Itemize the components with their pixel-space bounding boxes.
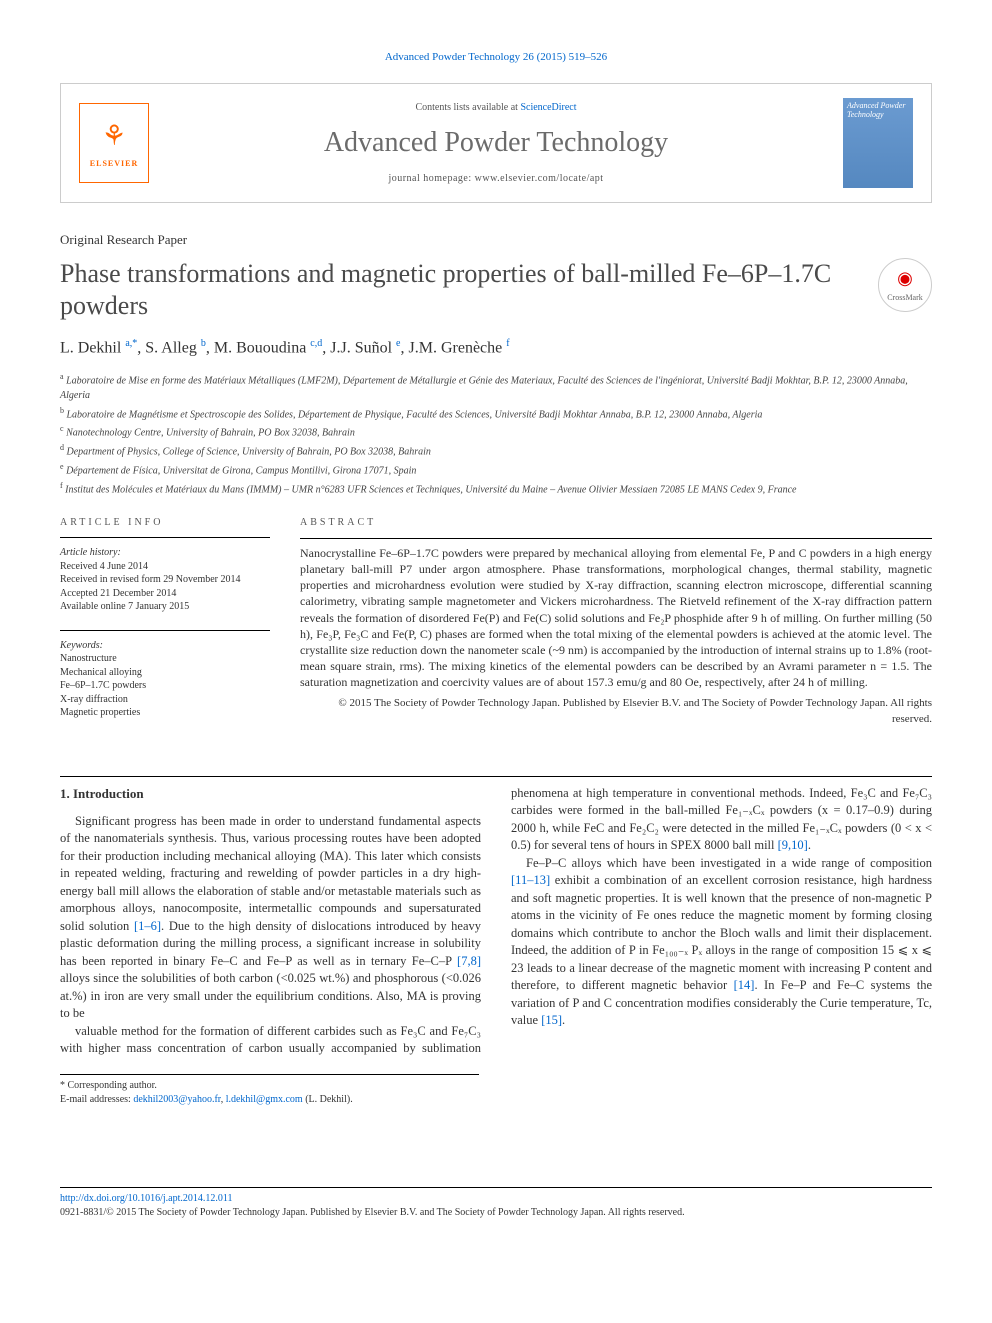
paper-title: Phase transformations and magnetic prope… (60, 258, 858, 323)
keyword-item: Nanostructure (60, 652, 270, 666)
author-email-1[interactable]: dekhil2003@yahoo.fr (133, 1094, 220, 1105)
corresponding-author-footnote: * Corresponding author. E-mail addresses… (60, 1074, 479, 1107)
issn-copyright-line: 0921-8831/© 2015 The Society of Powder T… (60, 1206, 932, 1220)
history-item: Available online 7 January 2015 (60, 600, 270, 614)
journal-homepage-line: journal homepage: www.elsevier.com/locat… (169, 172, 823, 186)
journal-name: Advanced Powder Technology (169, 123, 823, 162)
affiliation-line: e Département de Física, Universitat de … (60, 461, 932, 479)
contents-prefix: Contents lists available at (415, 102, 520, 113)
body-columns: 1. Introduction Significant progress has… (60, 785, 932, 1058)
citation-line: Advanced Powder Technology 26 (2015) 519… (60, 50, 932, 65)
citation-link[interactable]: [1–6] (134, 919, 161, 933)
article-history-block: Article history: Received 4 June 2014Rec… (60, 537, 270, 614)
keyword-item: Magnetic properties (60, 706, 270, 720)
affiliation-line: f Institut des Molécules et Matériaux du… (60, 480, 932, 498)
section-1-heading: 1. Introduction (60, 785, 481, 803)
intro-para-1: Significant progress has been made in or… (60, 813, 481, 1023)
abstract-text: Nanocrystalline Fe–6P–1.7C powders were … (300, 538, 932, 691)
contents-available-line: Contents lists available at ScienceDirec… (169, 101, 823, 115)
footer-block: http://dx.doi.org/10.1016/j.apt.2014.12.… (60, 1187, 932, 1220)
intro-para-3: Fe–P–C alloys which have been investigat… (511, 855, 932, 1030)
article-info-column: ARTICLE INFO Article history: Received 4… (60, 516, 270, 736)
info-abstract-row: ARTICLE INFO Article history: Received 4… (60, 516, 932, 736)
crossmark-icon: ◉ (897, 266, 913, 291)
keywords-block: Keywords: NanostructureMechanical alloyi… (60, 630, 270, 720)
corresponding-marker: * Corresponding author. (60, 1079, 479, 1093)
keywords-label: Keywords: (60, 639, 270, 653)
citation-link[interactable]: [15] (541, 1013, 562, 1027)
elsevier-tree-icon: ⚘ (101, 117, 126, 156)
history-label: Article history: (60, 546, 270, 560)
abstract-column: ABSTRACT Nanocrystalline Fe–6P–1.7C powd… (300, 516, 932, 736)
citation-link[interactable]: [7,8] (457, 954, 481, 968)
author-list: L. Dekhil a,*, S. Alleg b, M. Bououdina … (60, 337, 932, 360)
body-top-rule (60, 776, 932, 777)
abstract-copyright: © 2015 The Society of Powder Technology … (300, 696, 932, 727)
citation-link[interactable]: [9,10] (778, 838, 808, 852)
keyword-item: Fe–6P–1.7C powders (60, 679, 270, 693)
paper-type-label: Original Research Paper (60, 231, 932, 249)
email-line: E-mail addresses: dekhil2003@yahoo.fr, l… (60, 1093, 479, 1107)
email-label: E-mail addresses: (60, 1094, 133, 1105)
doi-link[interactable]: http://dx.doi.org/10.1016/j.apt.2014.12.… (60, 1193, 233, 1204)
affiliations-block: a Laboratoire de Mise en forme des Matér… (60, 371, 932, 497)
citation-link[interactable]: [11–13] (511, 873, 550, 887)
citation-link[interactable]: [14] (734, 978, 755, 992)
author-email-2[interactable]: l.dekhil@gmx.com (226, 1094, 303, 1105)
cover-title: Advanced Powder Technology (847, 102, 909, 120)
crossmark-badge[interactable]: ◉ CrossMark (878, 258, 932, 312)
affiliation-line: c Nanotechnology Centre, University of B… (60, 423, 932, 441)
publisher-name: ELSEVIER (90, 158, 138, 169)
sciencedirect-link[interactable]: ScienceDirect (520, 102, 576, 113)
email-suffix: (L. Dekhil). (303, 1094, 353, 1105)
history-item: Received in revised form 29 November 201… (60, 573, 270, 587)
history-item: Accepted 21 December 2014 (60, 587, 270, 601)
title-row: Phase transformations and magnetic prope… (60, 258, 932, 323)
homepage-prefix: journal homepage: (388, 173, 474, 184)
masthead-center: Contents lists available at ScienceDirec… (169, 101, 823, 186)
journal-cover-thumbnail[interactable]: Advanced Powder Technology (843, 98, 913, 188)
affiliation-line: b Laboratoire de Magnétisme et Spectrosc… (60, 405, 932, 423)
journal-masthead: ⚘ ELSEVIER Contents lists available at S… (60, 83, 932, 203)
abstract-heading: ABSTRACT (300, 516, 932, 530)
keyword-item: X-ray diffraction (60, 693, 270, 707)
article-info-heading: ARTICLE INFO (60, 516, 270, 530)
publisher-logo[interactable]: ⚘ ELSEVIER (79, 103, 149, 183)
affiliation-line: d Department of Physics, College of Scie… (60, 442, 932, 460)
homepage-url[interactable]: www.elsevier.com/locate/apt (475, 173, 604, 184)
crossmark-label: CrossMark (887, 292, 923, 303)
history-item: Received 4 June 2014 (60, 560, 270, 574)
keyword-item: Mechanical alloying (60, 666, 270, 680)
affiliation-line: a Laboratoire de Mise en forme des Matér… (60, 371, 932, 403)
